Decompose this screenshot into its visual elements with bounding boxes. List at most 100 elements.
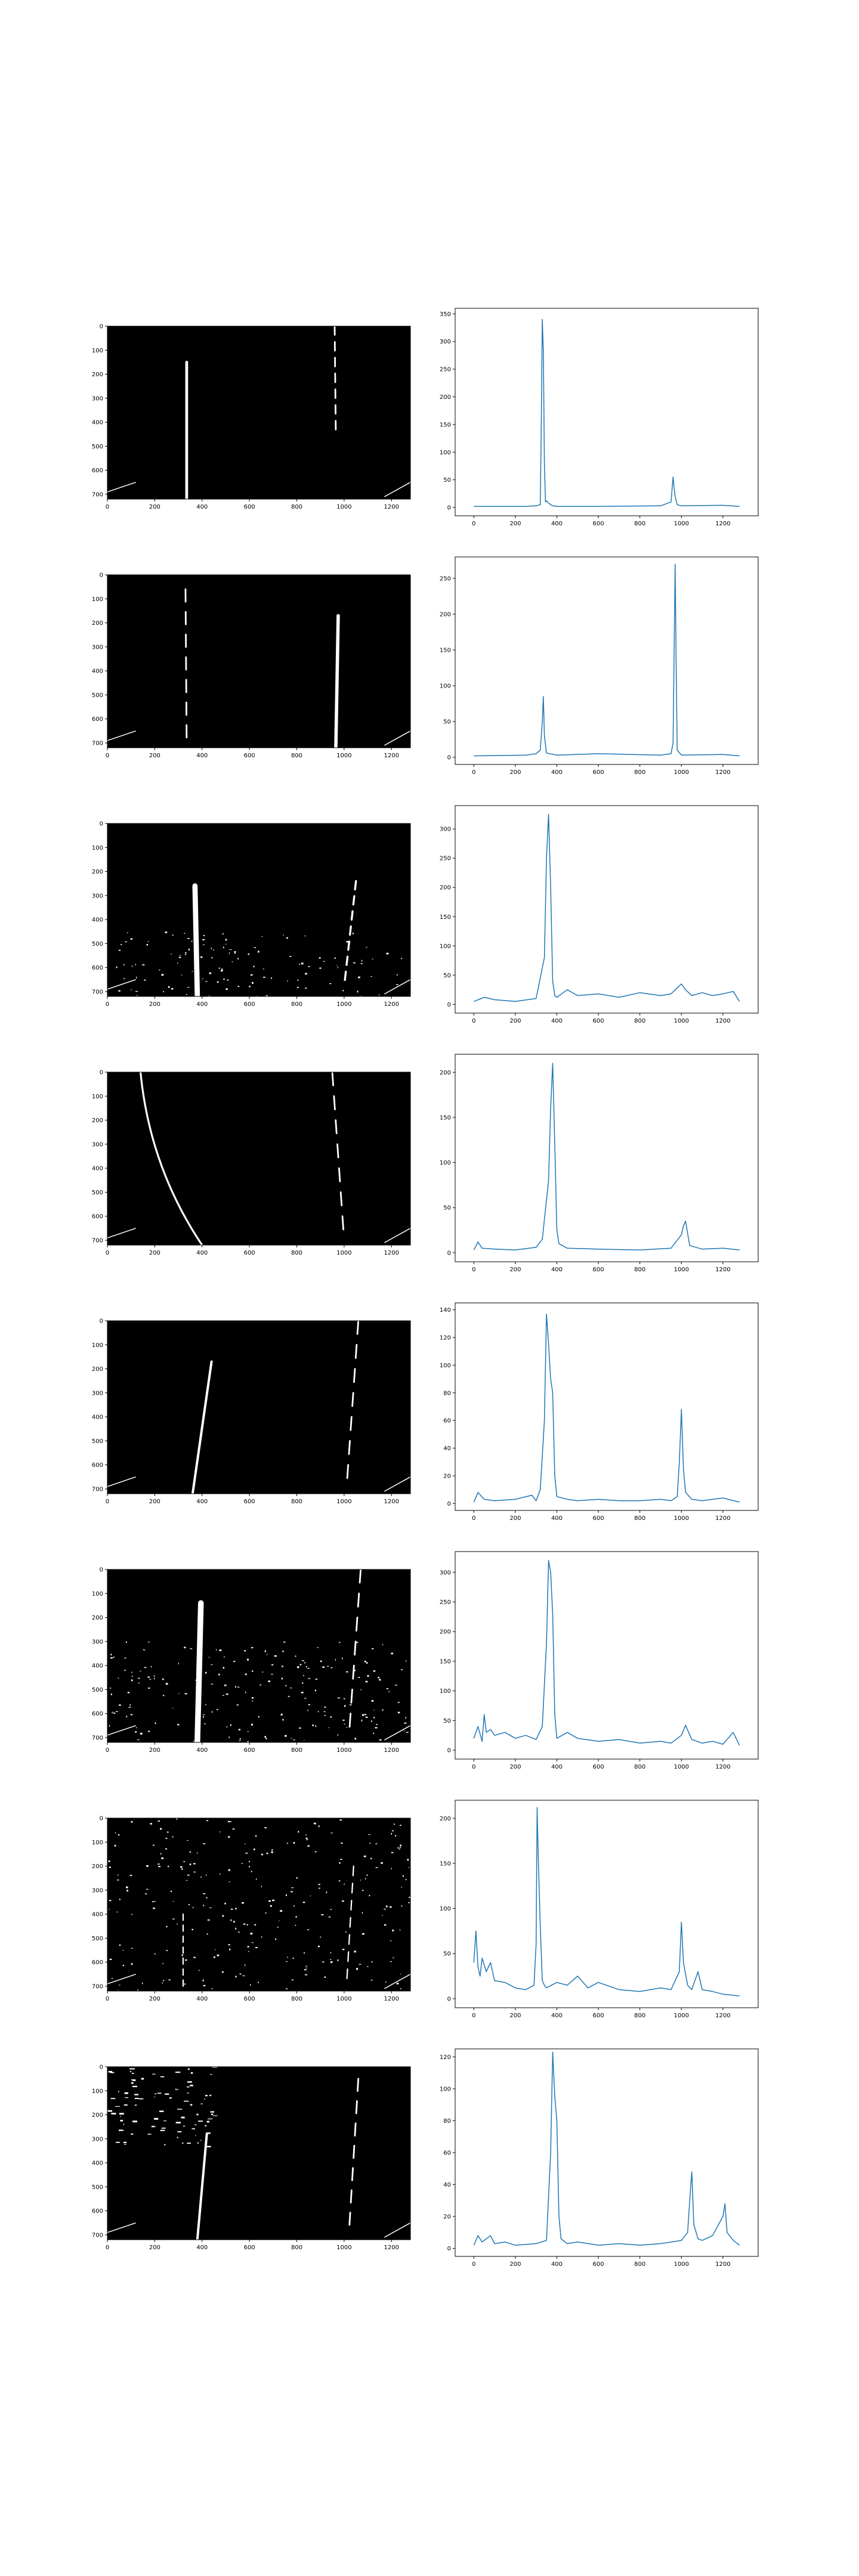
noise-speck: [209, 2095, 212, 2097]
noise-speck: [406, 1732, 409, 1733]
y-tick-label: 0: [100, 1318, 103, 1325]
noise-speck: [371, 1961, 373, 1963]
noise-speck: [390, 1940, 392, 1942]
noise-speck: [202, 978, 203, 980]
x-tick-label: 200: [509, 769, 521, 776]
noise-speck: [169, 2097, 172, 2099]
noise-speck: [108, 1860, 110, 1862]
noise-speck: [314, 1689, 316, 1692]
noise-speck: [318, 1825, 320, 1828]
noise-speck: [155, 1722, 156, 1724]
road-edge-mark: [107, 730, 136, 741]
x-tick-label: 1200: [715, 521, 730, 527]
y-tick-label: 100: [92, 845, 103, 852]
noise-speck: [308, 966, 310, 967]
noise-speck: [295, 1655, 296, 1657]
noise-speck: [115, 2106, 120, 2107]
noise-speck: [163, 2120, 167, 2122]
x-tick-label: 600: [244, 1250, 255, 1256]
noise-speck: [255, 1947, 258, 1949]
y-tick-label: 0: [447, 1250, 451, 1256]
noise-speck: [395, 984, 398, 986]
y-tick-label: 300: [92, 1390, 103, 1397]
noise-speck: [253, 1849, 255, 1850]
noise-speck: [305, 1965, 307, 1967]
noise-speck: [251, 1723, 254, 1726]
noise-speck: [190, 2104, 193, 2106]
noise-speck: [299, 1664, 302, 1665]
y-tick-label: 350: [440, 311, 451, 318]
noise-speck: [280, 1714, 283, 1716]
noise-speck: [198, 2120, 203, 2122]
road-edge-mark: [384, 2222, 411, 2238]
x-tick-label: 400: [196, 1250, 208, 1256]
noise-speck: [217, 1709, 218, 1710]
noise-speck: [352, 932, 354, 934]
x-tick-label: 1000: [674, 2012, 689, 2019]
histogram-series-line: [473, 1313, 740, 1503]
y-tick-label: 400: [92, 2160, 103, 2167]
noise-speck: [245, 1853, 248, 1854]
y-tick-label: 200: [440, 1629, 451, 1636]
road-edge-mark: [384, 1228, 411, 1243]
noise-speck: [137, 1989, 138, 1991]
noise-speck: [202, 1716, 204, 1718]
noise-speck: [391, 1652, 393, 1655]
binary-image: [107, 575, 410, 748]
y-tick-label: 500: [92, 1438, 103, 1445]
y-tick-label: 150: [440, 1860, 451, 1867]
noise-speck: [225, 1693, 228, 1695]
noise-speck: [200, 2140, 202, 2141]
noise-speck: [225, 988, 228, 990]
noise-speck: [172, 1900, 174, 1902]
noise-speck: [251, 1647, 254, 1649]
x-tick-label: 200: [149, 504, 160, 510]
noise-speck: [115, 1832, 116, 1834]
noise-speck: [160, 2129, 165, 2131]
noise-speck: [225, 943, 227, 945]
x-tick-label: 400: [196, 753, 208, 759]
histogram-series-line: [474, 564, 740, 757]
x-tick-label: 200: [149, 1996, 160, 2002]
histogram-series-line: [473, 1063, 740, 1251]
x-tick-label: 200: [509, 2261, 521, 2268]
noise-speck: [373, 1717, 375, 1719]
histogram-series-line: [473, 2051, 740, 2246]
noise-speck: [242, 1902, 244, 1904]
noise-speck: [119, 2113, 124, 2115]
noise-speck: [131, 1821, 133, 1823]
noise-speck: [192, 1742, 194, 1744]
noise-speck: [391, 1852, 394, 1853]
noise-speck: [230, 1908, 233, 1910]
noise-speck: [115, 1711, 118, 1712]
noise-speck: [153, 1908, 156, 1909]
y-tick-label: 0: [100, 1816, 103, 1822]
lane-line-mark: [192, 883, 200, 999]
noise-speck: [205, 981, 208, 982]
noise-speck: [299, 964, 301, 965]
noise-speck: [141, 2077, 144, 2080]
lane-dash-mark: [345, 955, 349, 966]
noise-speck: [382, 1643, 384, 1645]
noise-speck: [346, 1671, 348, 1673]
lane-line-mark: [139, 1071, 203, 1246]
noise-speck: [252, 982, 254, 984]
y-tick-label: 20: [443, 1473, 451, 1480]
y-tick-label: 300: [92, 893, 103, 899]
noise-speck: [144, 1649, 146, 1651]
lane-dash-mark: [352, 1865, 354, 1877]
x-tick-label: 0: [472, 521, 475, 527]
y-tick-label: 600: [92, 467, 103, 474]
noise-speck: [268, 1680, 271, 1682]
lane-dash-mark: [351, 1392, 354, 1407]
noise-speck: [245, 1673, 247, 1676]
lane-dash-mark: [352, 1664, 355, 1680]
binary-image: [107, 823, 410, 996]
y-tick-label: 600: [92, 716, 103, 723]
noise-speck: [218, 1954, 220, 1956]
y-tick-label: 0: [100, 324, 103, 330]
noise-speck: [340, 1859, 342, 1860]
noise-speck: [252, 1700, 253, 1702]
noise-speck: [247, 1946, 249, 1948]
noise-speck: [129, 2068, 135, 2070]
